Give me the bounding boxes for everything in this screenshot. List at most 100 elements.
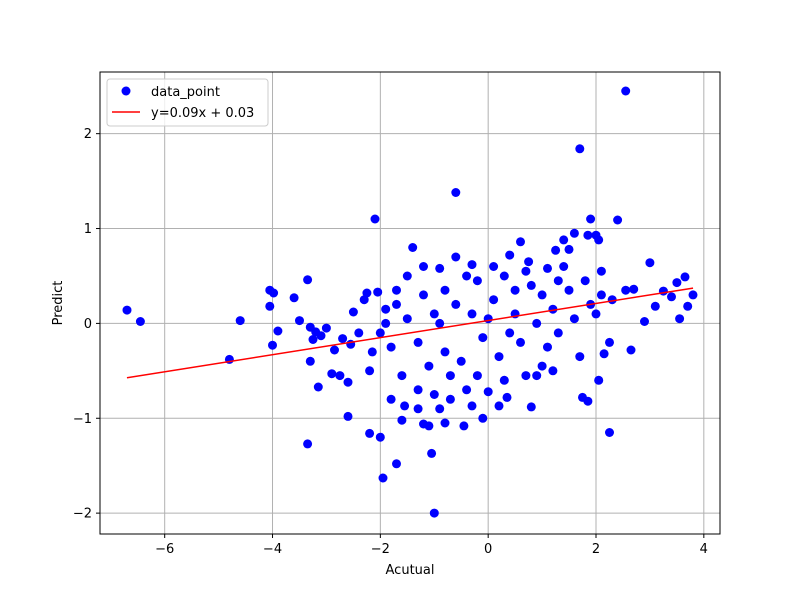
data-point — [575, 352, 585, 362]
y-tick-label: 0 — [84, 317, 92, 332]
data-point — [564, 285, 574, 295]
data-point — [268, 340, 277, 350]
data-point — [429, 309, 439, 319]
data-point — [559, 262, 569, 271]
data-point — [532, 371, 542, 381]
data-point — [440, 285, 450, 295]
data-point — [235, 316, 245, 326]
data-point — [629, 284, 639, 294]
data-point — [343, 377, 353, 387]
data-point — [316, 331, 326, 341]
data-point — [365, 366, 375, 376]
data-point — [467, 260, 477, 270]
data-point — [402, 271, 412, 281]
data-point — [526, 402, 536, 412]
data-point — [400, 401, 410, 411]
x-tick-label: 0 — [484, 542, 492, 557]
data-point — [265, 301, 275, 311]
data-point — [505, 250, 515, 260]
data-point — [626, 345, 636, 355]
data-point — [537, 361, 547, 371]
data-point — [683, 301, 693, 311]
legend: data_point y=0.09x + 0.03 — [106, 78, 269, 127]
data-point — [289, 293, 299, 303]
y-tick-label: −1 — [73, 412, 92, 427]
data-point — [462, 271, 472, 281]
data-point — [489, 262, 499, 271]
data-point — [451, 188, 461, 197]
data-point — [440, 347, 450, 357]
data-point — [122, 305, 132, 315]
data-point — [502, 392, 512, 402]
data-point — [429, 390, 439, 399]
data-point — [521, 266, 531, 276]
data-point — [650, 301, 660, 311]
data-point — [688, 290, 698, 300]
data-point — [489, 295, 499, 305]
data-point — [435, 263, 445, 273]
data-point — [483, 387, 493, 397]
data-point — [524, 257, 534, 267]
data-point — [553, 328, 563, 338]
data-point — [494, 401, 504, 411]
x-axis-label: Acutual — [386, 563, 435, 578]
data-point — [370, 214, 380, 224]
data-point — [645, 258, 655, 268]
data-point — [478, 333, 488, 343]
data-point — [327, 369, 337, 379]
data-point — [445, 394, 455, 404]
data-point — [483, 314, 493, 324]
data-point — [348, 307, 358, 317]
data-point — [427, 448, 437, 458]
data-point — [551, 245, 561, 255]
data-point — [532, 318, 542, 328]
data-point — [440, 418, 450, 428]
data-point — [354, 328, 364, 338]
x-tick-label: −2 — [371, 542, 390, 557]
data-point — [516, 337, 525, 347]
x-tick-label: 2 — [592, 542, 600, 557]
data-point — [402, 314, 412, 324]
data-point — [451, 299, 461, 309]
data-point — [510, 285, 520, 295]
data-point — [594, 235, 604, 245]
data-point — [494, 352, 504, 362]
data-point — [667, 292, 676, 302]
data-point — [596, 266, 606, 276]
data-point — [313, 382, 323, 392]
y-tick-label: 2 — [84, 127, 92, 142]
data-point — [680, 272, 690, 282]
data-point — [392, 285, 401, 295]
x-tick-label: 4 — [700, 542, 708, 557]
data-point — [478, 413, 488, 423]
data-point — [273, 326, 283, 336]
data-point — [303, 275, 313, 285]
data-point — [575, 144, 585, 154]
data-point — [367, 347, 377, 357]
data-point — [381, 304, 391, 314]
data-point — [613, 215, 623, 225]
data-point — [537, 290, 547, 300]
data-point — [605, 337, 614, 347]
fit-line — [126, 287, 694, 379]
data-point — [445, 371, 455, 381]
data-point — [330, 345, 339, 355]
data-point — [564, 244, 574, 254]
data-point — [413, 385, 423, 395]
data-point — [424, 421, 434, 431]
y-tick-label: −2 — [73, 507, 92, 522]
data-point — [435, 404, 445, 414]
data-point — [640, 317, 649, 326]
data-point — [594, 375, 604, 385]
data-point — [419, 262, 428, 271]
data-point — [462, 385, 472, 395]
data-point — [559, 235, 569, 245]
data-point — [672, 278, 682, 288]
data-point — [375, 328, 385, 338]
data-point — [467, 309, 477, 319]
data-point — [543, 263, 552, 273]
data-point — [386, 342, 396, 352]
data-point — [596, 290, 606, 300]
data-point — [605, 428, 614, 437]
data-point — [516, 237, 525, 247]
